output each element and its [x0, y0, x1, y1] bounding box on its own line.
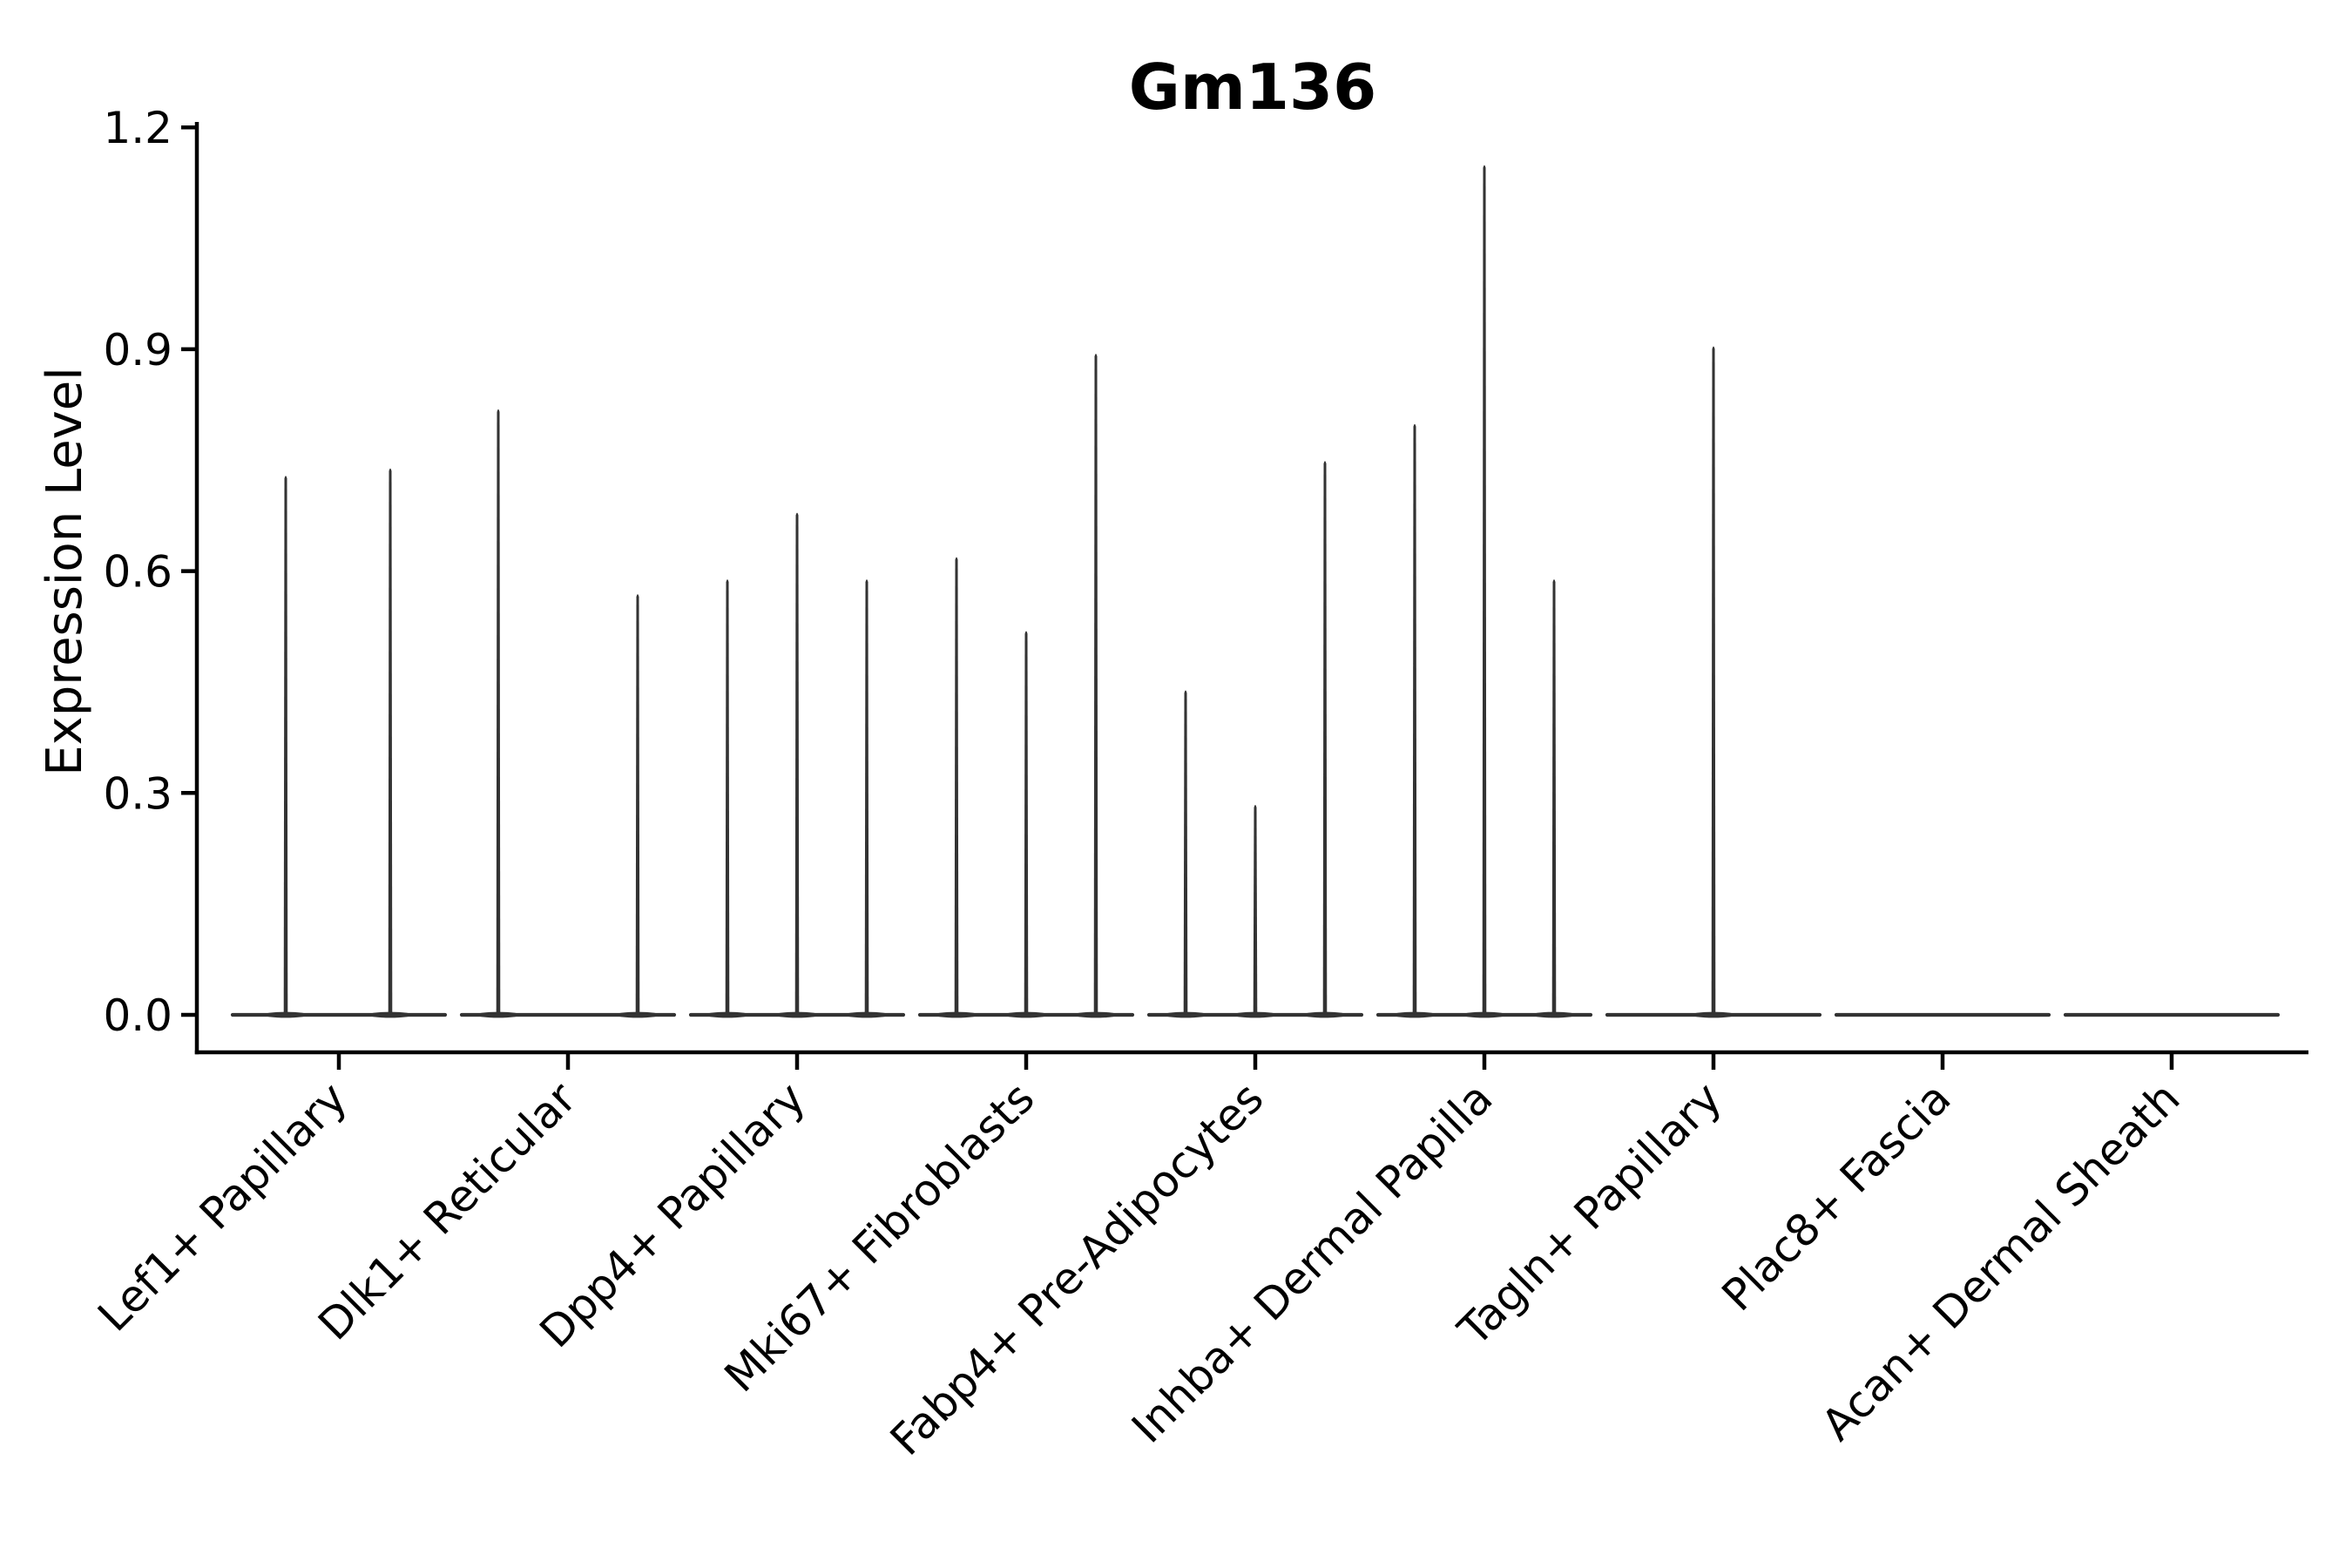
y-tick-label: 0.3 — [103, 768, 172, 819]
violin-spike — [1711, 346, 1716, 1015]
x-tick-label: Fabp4+ Pre-Adipocytes — [881, 1072, 1274, 1465]
y-tick-label: 1.2 — [103, 103, 172, 153]
violin-spike — [496, 409, 501, 1015]
violin-spike — [1551, 579, 1557, 1015]
violin-spike — [794, 512, 800, 1015]
violin-spike — [725, 579, 730, 1015]
violin-spike — [388, 468, 393, 1015]
violin-spike — [283, 476, 288, 1015]
violin-spike — [1482, 165, 1487, 1015]
y-axis-title: Expression Level — [37, 367, 93, 776]
violin-spike — [954, 557, 959, 1015]
x-tick-label: Lef1+ Papillary — [88, 1072, 356, 1341]
y-tick-label: 0.9 — [103, 325, 172, 375]
violin-spike — [1093, 354, 1098, 1015]
violin-spike — [1183, 690, 1188, 1015]
violin-spike — [1322, 461, 1328, 1015]
violin-spike — [635, 594, 640, 1015]
y-tick-label: 0.0 — [103, 990, 172, 1041]
violin-spike — [1412, 423, 1417, 1015]
x-tick-label: Plac8+ Fascia — [1713, 1072, 1961, 1321]
violin-spike — [864, 579, 869, 1015]
chart-title: Gm136 — [1128, 51, 1377, 124]
y-tick-label: 0.6 — [103, 547, 172, 598]
violin-spike — [1253, 805, 1258, 1015]
violin-spike — [1024, 631, 1029, 1015]
